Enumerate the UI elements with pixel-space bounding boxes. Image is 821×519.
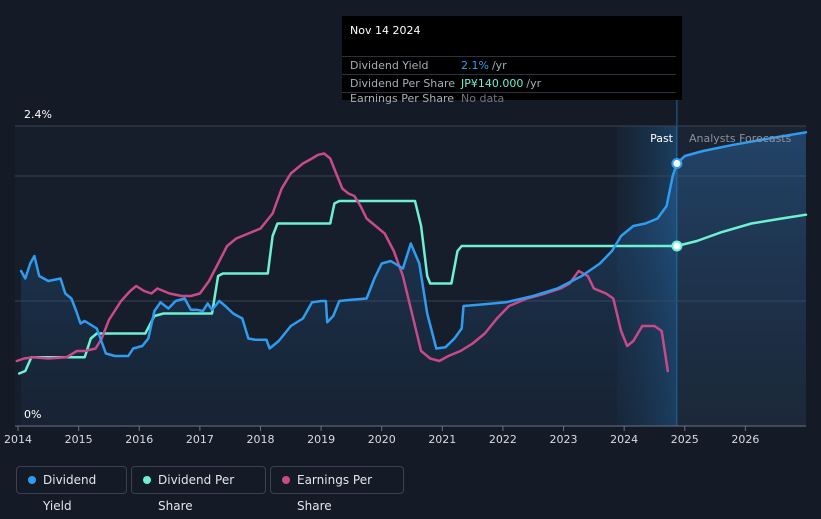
legend-dividend-per-share[interactable]: Dividend Per Share (131, 466, 266, 513)
tooltip-row-value-wrap: No data (461, 92, 507, 105)
series-area-dividend-yield (21, 132, 807, 427)
tooltip-row-label: Earnings Per Share (350, 92, 455, 105)
x-tick-label: 2014 (4, 433, 32, 446)
tooltip-row-value-wrap: 2.1%/yr (461, 59, 507, 72)
x-tick-label: 2015 (65, 433, 93, 446)
tooltip: Nov 14 2024 Dividend Yield 2.1%/yr Divid… (342, 16, 682, 105)
series-marker-dividend-per-share (671, 240, 683, 252)
series-line-earnings-per-share (15, 152, 670, 373)
tooltip-date: Nov 14 2024 (350, 24, 421, 37)
x-tick-label: 2022 (489, 433, 517, 446)
legend-dot-icon (143, 476, 151, 484)
x-tick-label: 2017 (186, 433, 214, 446)
x-tick-label: 2021 (428, 433, 456, 446)
legend-dot-icon (28, 476, 36, 484)
legend-earnings-per-share[interactable]: Earnings Per Share (270, 466, 404, 513)
x-tick-label: 2023 (550, 433, 578, 446)
tooltip-row-value: No data (461, 92, 505, 105)
tooltip-row-value-wrap: JP¥140.000/yr (461, 77, 541, 90)
x-tick-label: 2016 (125, 433, 153, 446)
y-tick-bottom-label: 0% (24, 408, 41, 421)
tooltip-row-label: Dividend Yield (350, 59, 429, 72)
series-line-dividend-per-share (17, 199, 808, 375)
y-tick-top-label: 2.4% (24, 108, 52, 121)
x-tick-label: 2020 (368, 433, 396, 446)
tooltip-row-label: Dividend Per Share (350, 77, 456, 90)
tooltip-row-earnings-per-share: Earnings Per Share No data (342, 92, 676, 105)
tooltip-row-value: 2.1% (461, 59, 489, 72)
series-line-dividend-yield (19, 131, 808, 358)
past-label: Past (650, 132, 674, 145)
legend-dot-icon (282, 476, 290, 484)
tooltip-row-value: JP¥140.000 (461, 77, 524, 90)
x-tick-label: 2024 (610, 433, 638, 446)
tooltip-row-dividend-per-share: Dividend Per Share JP¥140.000/yr (342, 74, 676, 93)
forecast-label: Analysts Forecasts (689, 132, 792, 145)
legend-dividend-yield[interactable]: Dividend Yield (16, 466, 127, 513)
x-tick-label: 2019 (307, 433, 335, 446)
x-tick-label: 2025 (671, 433, 699, 446)
tooltip-row-unit: /yr (491, 59, 507, 72)
x-tick-label: 2026 (731, 433, 759, 446)
x-tick-label: 2018 (246, 433, 274, 446)
tooltip-row-dividend-yield: Dividend Yield 2.1%/yr (342, 56, 676, 75)
series-marker-dividend-yield (671, 158, 683, 169)
tooltip-row-unit: /yr (526, 77, 542, 90)
